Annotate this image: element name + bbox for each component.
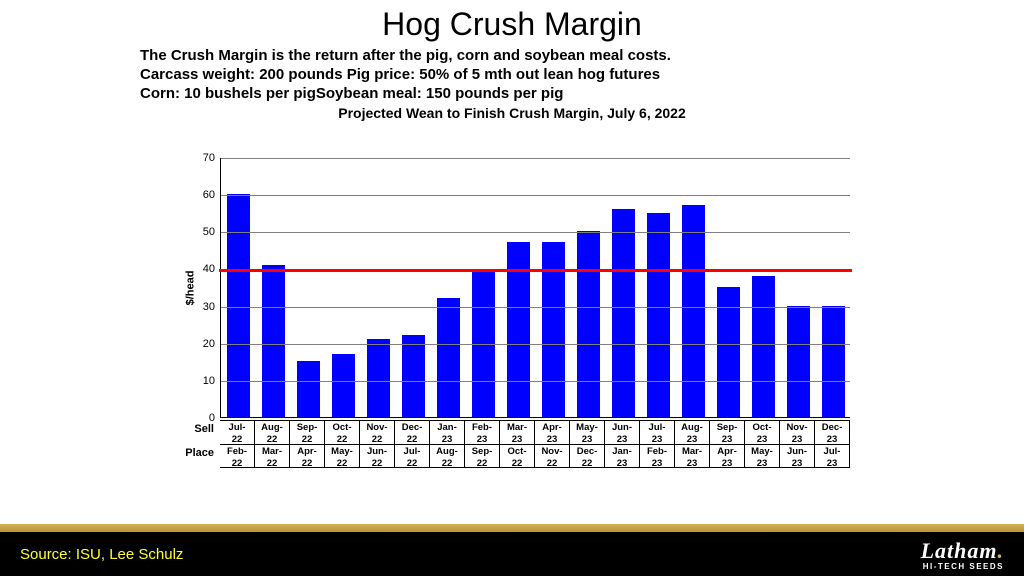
y-tick-label: 50 [181,226,221,238]
x-tick-label: Apr-23 [710,445,745,467]
bar [822,306,844,417]
x-tick-label: Jul-23 [815,445,850,467]
footer-bar: Source: ISU, Lee Schulz Latham. HI-TECH … [0,532,1024,576]
desc-line: Carcass weight: 200 pounds Pig price: 50… [140,66,884,85]
bar [577,231,599,417]
reference-line [219,269,852,272]
x-row-label: Place [172,447,220,459]
x-tick-label: May-23 [745,445,780,467]
bar [437,298,459,417]
x-tick-label: Nov-22 [535,445,570,467]
x-tick-label: May-22 [325,445,360,467]
gold-strip [0,524,1024,532]
grid-line [221,344,850,345]
grid-line [221,232,850,233]
x-tick-label: Jul-22 [395,445,430,467]
x-row-label: Sell [172,423,220,435]
x-tick-label: Dec-23 [815,421,850,444]
x-tick-label: Jun-23 [780,445,815,467]
bars-container [221,158,850,417]
grid-line [221,381,850,382]
grid-line [221,195,850,196]
x-tick-label: Feb-23 [465,421,500,444]
grid-line [221,307,850,308]
y-tick-label: 40 [181,263,221,275]
x-tick-label: Dec-22 [395,421,430,444]
chart-title: Projected Wean to Finish Crush Margin, J… [0,105,1024,121]
bar [612,209,634,417]
desc-line: The Crush Margin is the return after the… [140,47,884,66]
x-tick-label: Mar-23 [675,445,710,467]
x-tick-label: Sep-22 [290,421,325,444]
logo-subtitle: HI-TECH SEEDS [921,562,1004,571]
x-tick-label: Sep-23 [710,421,745,444]
crush-margin-chart: $/head 010203040506070 SellJul-22Aug-22S… [160,148,864,488]
desc-line: Corn: 10 bushels per pigSoybean meal: 15… [140,85,884,104]
x-axis-row: SellJul-22Aug-22Sep-22Oct-22Nov-22Dec-22… [220,420,850,444]
description: The Crush Margin is the return after the… [140,47,884,103]
x-tick-label: Oct-22 [325,421,360,444]
plot-area: $/head 010203040506070 [220,158,850,418]
page-title: Hog Crush Margin [0,0,1024,43]
x-tick-label: Apr-22 [290,445,325,467]
y-tick-label: 10 [181,375,221,387]
grid-line [221,158,850,159]
x-tick-label: Jan-23 [430,421,465,444]
x-axis: SellJul-22Aug-22Sep-22Oct-22Nov-22Dec-22… [220,420,850,468]
x-tick-label: Apr-23 [535,421,570,444]
x-tick-label: Oct-22 [500,445,535,467]
x-tick-label: Jul-23 [640,421,675,444]
bar [682,205,704,417]
y-tick-label: 20 [181,338,221,350]
x-tick-label: Jun-22 [360,445,395,467]
x-tick-label: Feb-22 [220,445,255,467]
bar [297,361,319,417]
x-tick-label: Mar-22 [255,445,290,467]
x-tick-label: Jul-22 [220,421,255,444]
y-tick-label: 70 [181,152,221,164]
bar [367,339,389,417]
logo-dot: . [998,538,1005,563]
x-tick-label: Nov-22 [360,421,395,444]
x-tick-label: Jan-23 [605,445,640,467]
bar [787,306,809,417]
footer: Source: ISU, Lee Schulz Latham. HI-TECH … [0,524,1024,576]
x-tick-label: Aug-22 [255,421,290,444]
slide: Hog Crush Margin The Crush Margin is the… [0,0,1024,576]
x-tick-label: Aug-23 [675,421,710,444]
bar [752,276,774,417]
bar [262,265,284,417]
x-tick-label: Sep-22 [465,445,500,467]
source-text: Source: ISU, Lee Schulz [20,546,183,563]
x-tick-label: Feb-23 [640,445,675,467]
logo-text: Latham [921,538,998,563]
x-tick-label: Oct-23 [745,421,780,444]
x-tick-label: Nov-23 [780,421,815,444]
bar [402,335,424,417]
y-tick-label: 60 [181,189,221,201]
x-axis-row: PlaceFeb-22Mar-22Apr-22May-22Jun-22Jul-2… [220,444,850,468]
x-tick-label: Dec-22 [570,445,605,467]
logo-main: Latham. [921,538,1004,564]
bar [332,354,354,417]
latham-logo: Latham. HI-TECH SEEDS [921,538,1004,571]
x-tick-label: May-23 [570,421,605,444]
x-tick-label: Mar-23 [500,421,535,444]
bar [647,213,669,417]
x-tick-label: Jun-23 [605,421,640,444]
y-tick-label: 30 [181,301,221,313]
x-tick-label: Aug-22 [430,445,465,467]
